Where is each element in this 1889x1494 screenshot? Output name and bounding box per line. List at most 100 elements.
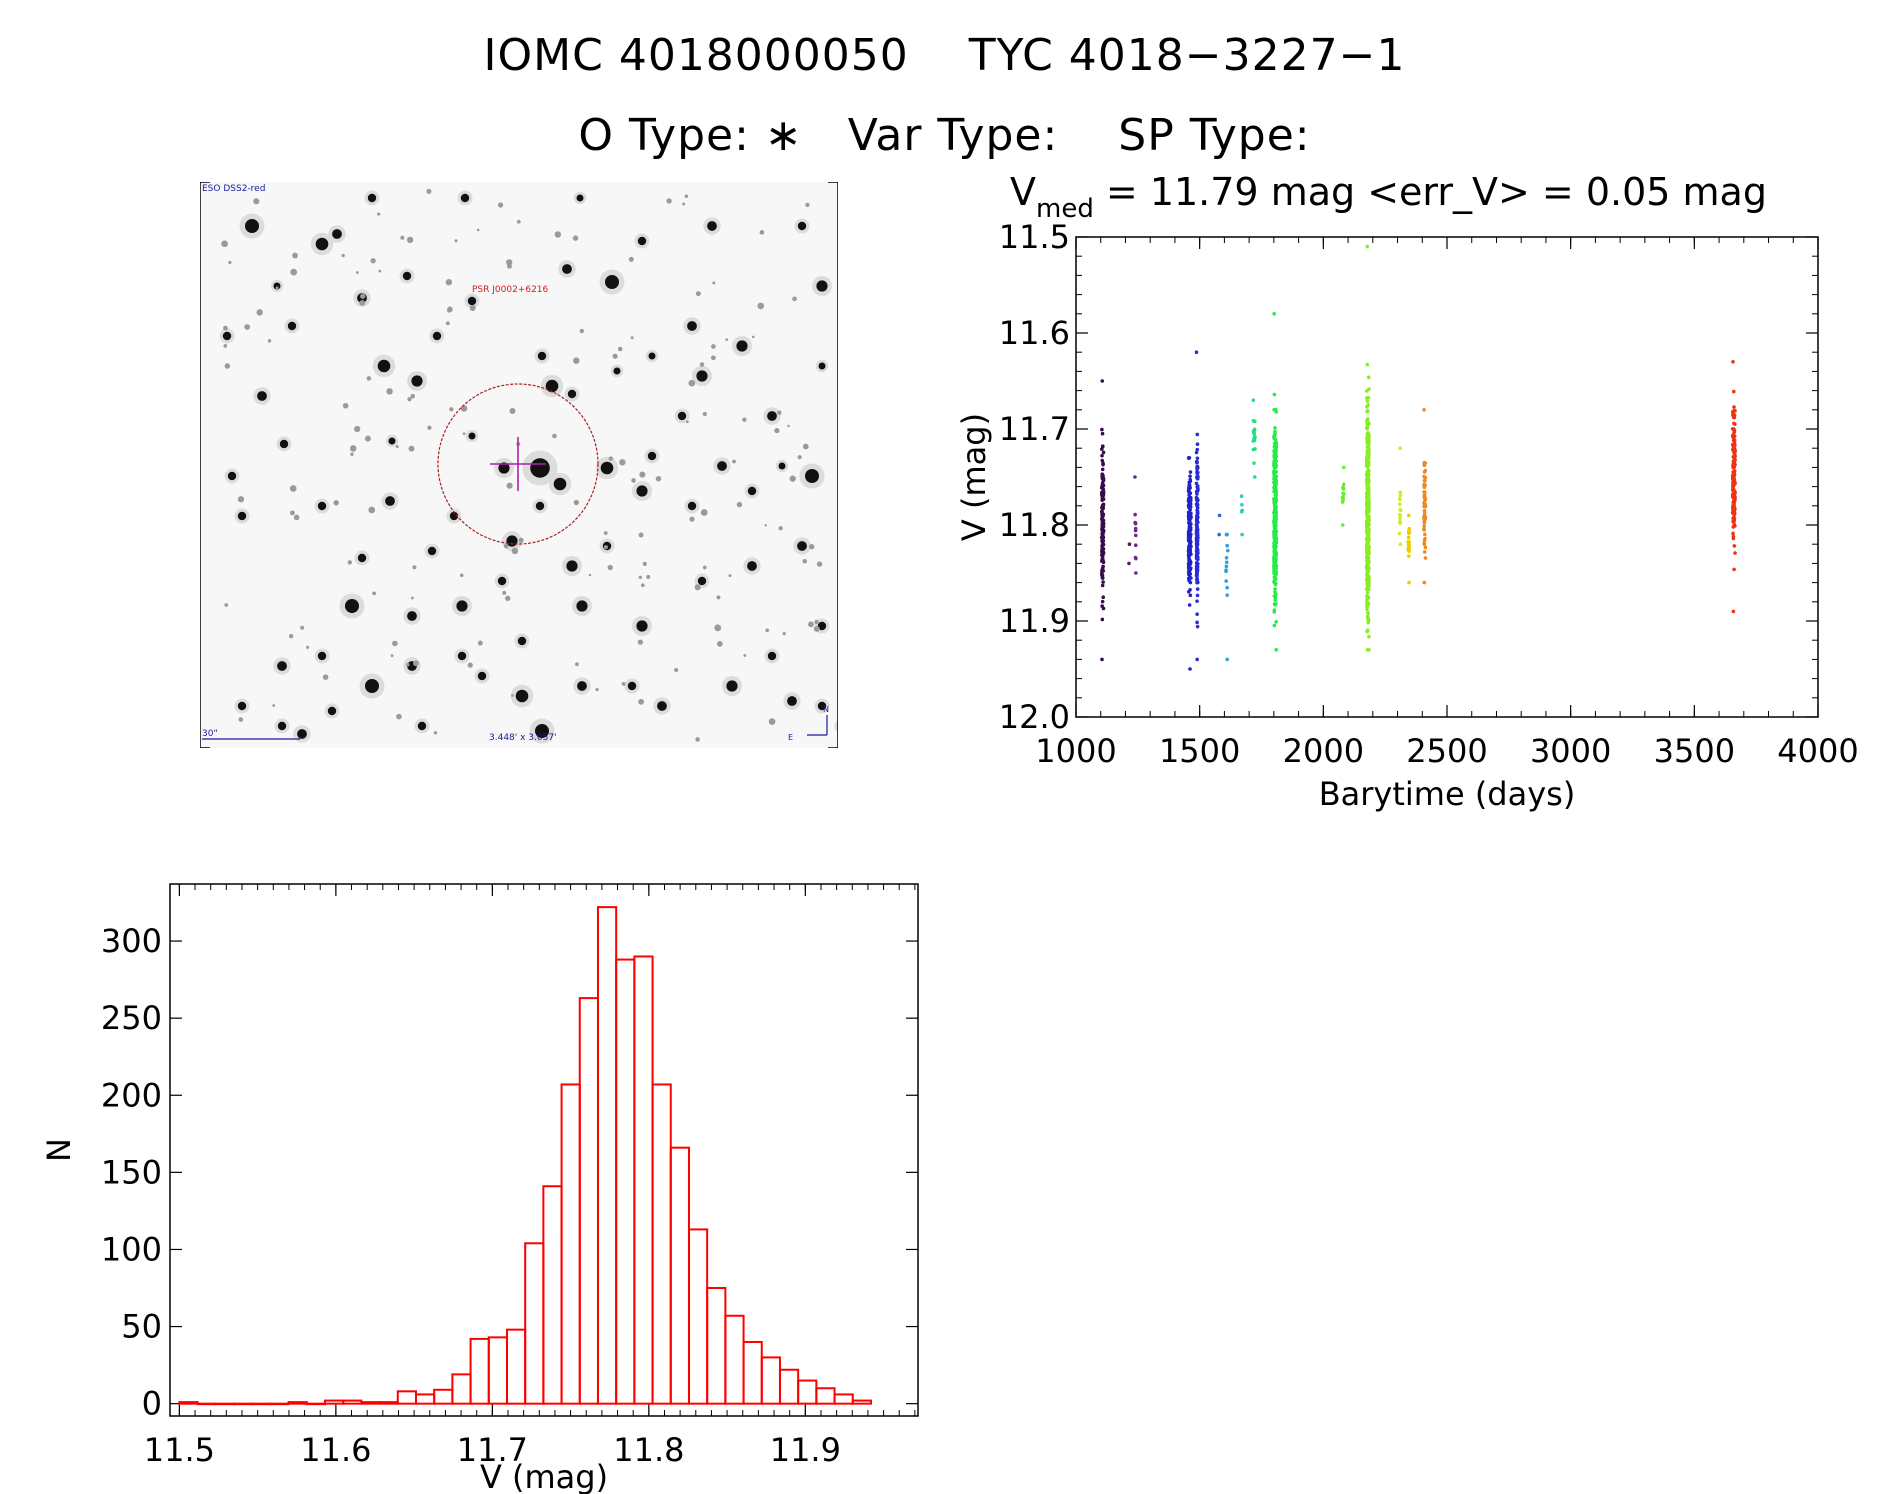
star	[417, 721, 427, 731]
lc-point	[1187, 502, 1191, 507]
lc-point	[1187, 560, 1192, 565]
lc-point	[1274, 544, 1278, 549]
lc-point	[1133, 555, 1138, 560]
lc-point	[1397, 513, 1402, 517]
faint-star	[354, 425, 361, 433]
lc-point	[1100, 453, 1104, 458]
star-field	[219, 188, 838, 744]
lc-point	[1195, 492, 1199, 496]
lc-point	[1731, 609, 1736, 614]
faint-star	[293, 514, 300, 521]
star	[273, 282, 281, 290]
hist-bar	[378, 1401, 399, 1405]
star-halo	[834, 719, 838, 733]
lc-point	[1273, 516, 1278, 521]
faint-star	[433, 731, 438, 735]
hist-bar	[232, 1402, 254, 1406]
faint-star	[360, 293, 366, 299]
lc-point	[1188, 520, 1192, 524]
lc-point	[1224, 560, 1229, 565]
faint-star	[699, 362, 705, 367]
lc-point	[1133, 543, 1138, 548]
faint-star	[789, 475, 796, 482]
lc-point	[1217, 532, 1221, 537]
lc-point	[1422, 580, 1427, 585]
lc-point	[1272, 552, 1277, 556]
faint-star	[588, 573, 592, 577]
hist-bar	[596, 906, 618, 1405]
lc-point	[1365, 244, 1370, 249]
lc-point	[1225, 532, 1229, 537]
lc-point	[1187, 516, 1191, 520]
lc-point	[1365, 404, 1369, 409]
lc-point	[1341, 492, 1346, 496]
faint-star	[579, 328, 585, 334]
lc-point	[1365, 491, 1369, 496]
lc-point	[1273, 429, 1277, 434]
lc-point	[1365, 603, 1369, 608]
lc-point	[1406, 543, 1411, 548]
lc-point	[1187, 540, 1192, 545]
lc-point	[1422, 514, 1426, 519]
lc-point	[1341, 482, 1346, 487]
lc-point	[1366, 486, 1370, 490]
faint-star	[666, 198, 672, 204]
lc-x-axis-label: Barytime (days)	[1319, 775, 1576, 813]
faint-star	[396, 713, 402, 720]
lc-point	[1407, 554, 1411, 558]
faint-star	[702, 411, 707, 417]
lc-point	[1186, 576, 1191, 581]
lc-point	[1398, 520, 1402, 524]
faint-star	[742, 417, 747, 422]
lc-point	[1406, 535, 1411, 540]
faint-star	[426, 188, 432, 194]
star	[237, 701, 247, 711]
lc-point	[1365, 541, 1370, 546]
lc-point	[1195, 517, 1200, 522]
star	[818, 362, 826, 370]
lc-point	[1365, 362, 1370, 367]
faint-star	[370, 258, 376, 264]
lc-point	[1365, 470, 1369, 475]
star	[576, 194, 584, 202]
lc-point	[1731, 444, 1736, 448]
hist-bar	[269, 1402, 290, 1406]
lc-point	[1422, 408, 1426, 412]
lc-point	[1100, 472, 1105, 476]
lc-point	[1733, 551, 1737, 555]
faint-star	[612, 353, 618, 359]
star	[327, 706, 337, 716]
target-crosshair-icon	[490, 437, 546, 491]
lc-point	[1133, 512, 1137, 517]
lc-point	[1273, 457, 1278, 461]
lc-point	[1195, 574, 1199, 578]
faint-star	[408, 445, 415, 452]
star	[467, 296, 477, 306]
faint-star	[712, 281, 716, 285]
hist-y-tick-label: 200	[101, 1076, 162, 1114]
lc-point	[1100, 617, 1105, 622]
star	[402, 271, 412, 281]
lc-point	[1224, 555, 1229, 560]
lc-point	[1365, 399, 1370, 403]
faint-star	[288, 634, 294, 639]
faint-star	[507, 263, 512, 269]
lc-point	[1273, 567, 1278, 571]
faint-star	[253, 198, 260, 205]
faint-star	[816, 561, 823, 567]
lc-point	[1100, 599, 1105, 604]
lc-point	[1422, 503, 1427, 508]
faint-star	[640, 583, 645, 588]
lc-point	[1274, 648, 1279, 652]
faint-star	[631, 478, 636, 483]
lc-point	[1273, 587, 1277, 591]
faint-star	[460, 405, 468, 412]
lc-point	[1398, 516, 1402, 521]
faint-star	[778, 526, 783, 531]
faint-star	[617, 346, 623, 352]
star	[407, 611, 417, 621]
faint-star	[505, 595, 511, 602]
lc-point	[1731, 411, 1735, 416]
faint-star	[406, 236, 414, 244]
lc-y-tick-label: 12.0	[999, 698, 1070, 736]
